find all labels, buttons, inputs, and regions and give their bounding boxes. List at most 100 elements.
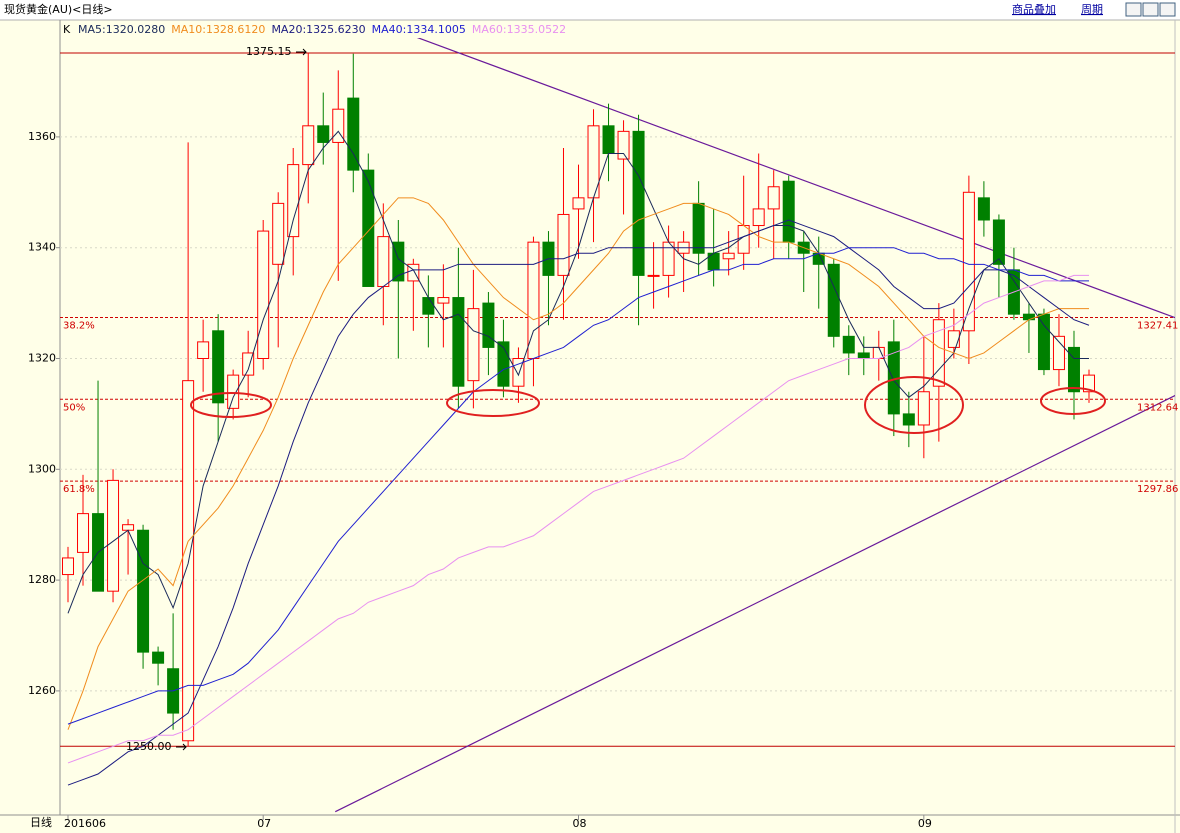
x-tick-label: 07 <box>257 817 271 830</box>
highlight-ellipse <box>446 389 540 417</box>
candle-body <box>947 330 960 348</box>
candle-body <box>62 557 74 576</box>
candle-body <box>452 297 465 387</box>
candle-body <box>197 341 210 359</box>
fib-ratio: 50% <box>63 402 85 413</box>
fib-value: 1312.64 <box>1137 402 1178 413</box>
candle-body <box>767 186 780 210</box>
candle-body <box>1022 313 1035 321</box>
highlight-ellipse <box>864 376 964 434</box>
candle-body <box>722 252 735 260</box>
candle-body <box>1037 313 1050 371</box>
candle-body <box>152 651 165 664</box>
candle-body <box>392 241 405 282</box>
legend-entry: MA20:1325.6230 <box>271 23 365 36</box>
candle-body <box>77 513 90 553</box>
candle-body <box>857 352 870 359</box>
candle-body <box>377 236 390 287</box>
candle-body <box>827 263 840 337</box>
candle-body <box>317 125 330 143</box>
trendline <box>416 38 1175 319</box>
nav-right[interactable] <box>1142 2 1159 17</box>
nav-buttons <box>1125 2 1176 17</box>
highlight-ellipse <box>190 392 272 418</box>
x-tick-label: 201606 <box>64 817 106 830</box>
candle-body <box>842 335 855 354</box>
legend-prefix: K <box>63 23 71 36</box>
candle-body <box>407 263 420 282</box>
y-tick-label: 1280 <box>28 573 56 586</box>
fib-ratio: 61.8% <box>63 484 95 495</box>
y-tick-label: 1320 <box>28 351 56 364</box>
candle-body <box>617 130 630 160</box>
x-tick-label: 08 <box>573 817 587 830</box>
candle-body <box>917 391 930 426</box>
candle-body <box>977 197 990 221</box>
candle-body <box>107 479 120 592</box>
reference-label: 1250.00 <box>126 740 172 753</box>
candle-body <box>992 219 1005 265</box>
candle-body <box>752 208 765 227</box>
candle-body <box>962 191 975 332</box>
fib-value: 1327.41 <box>1137 320 1178 331</box>
reference-label: 1375.15 <box>246 45 292 58</box>
candle-body <box>347 97 360 171</box>
reference-arrow <box>176 743 187 751</box>
period-link[interactable]: 周期 <box>1081 3 1103 16</box>
candle-body <box>557 213 570 276</box>
plot-area <box>60 38 1175 813</box>
candle-body <box>227 374 240 409</box>
y-tick-label: 1300 <box>28 462 56 475</box>
ma-line <box>67 274 1089 764</box>
candle-body <box>572 197 585 210</box>
annotations <box>190 376 1106 434</box>
candle-body <box>632 130 645 276</box>
candle-body <box>497 341 510 387</box>
candle-body <box>422 297 435 315</box>
ma-line <box>67 247 1089 725</box>
candle-body <box>182 380 195 742</box>
ma-line <box>67 130 1089 614</box>
candle-body <box>482 302 495 348</box>
candle-body <box>1052 335 1065 371</box>
candle-body <box>467 308 480 382</box>
page-title: 现货黄金(AU)<日线> <box>4 2 113 16</box>
fib-ratio: 38.2% <box>63 320 95 331</box>
candle-body <box>782 180 795 243</box>
x-tick-label: 09 <box>918 817 932 830</box>
candle-body <box>692 202 705 254</box>
candle-body <box>602 125 615 155</box>
bottom-label: 日线 <box>30 815 52 829</box>
y-tick-label: 1260 <box>28 684 56 697</box>
trendline <box>334 394 1175 813</box>
candle-body <box>287 164 300 238</box>
y-tick-label: 1360 <box>28 130 56 143</box>
reference-arrow <box>296 48 307 56</box>
candle-body <box>902 413 915 426</box>
top-bar <box>0 0 1180 20</box>
legend: K MA5:1320.0280 MA10:1328.6120 MA20:1325.62… <box>63 23 566 36</box>
candle-body <box>302 125 315 166</box>
legend-entry: MA60:1335.0522 <box>472 23 566 36</box>
candle-body <box>512 357 525 387</box>
ma-line <box>67 219 1090 786</box>
candle-body <box>332 108 345 143</box>
legend-entry: MA40:1334.1005 <box>372 23 466 36</box>
candle-body <box>272 202 285 265</box>
candle-body <box>362 169 375 287</box>
candle-body <box>932 319 945 387</box>
fib-value: 1297.86 <box>1137 484 1178 495</box>
candle-body <box>122 524 135 531</box>
candle-body <box>212 330 225 404</box>
nav-left[interactable] <box>1125 2 1142 17</box>
nav-close[interactable] <box>1159 2 1176 17</box>
candle-body <box>1067 346 1080 393</box>
legend-entry: MA10:1328.6120 <box>171 23 265 36</box>
candle-body <box>257 230 270 359</box>
overlay-link[interactable]: 商品叠加 <box>1012 2 1056 16</box>
y-tick-label: 1340 <box>28 241 56 254</box>
candle-body <box>137 529 150 653</box>
highlight-ellipse <box>1040 387 1106 415</box>
